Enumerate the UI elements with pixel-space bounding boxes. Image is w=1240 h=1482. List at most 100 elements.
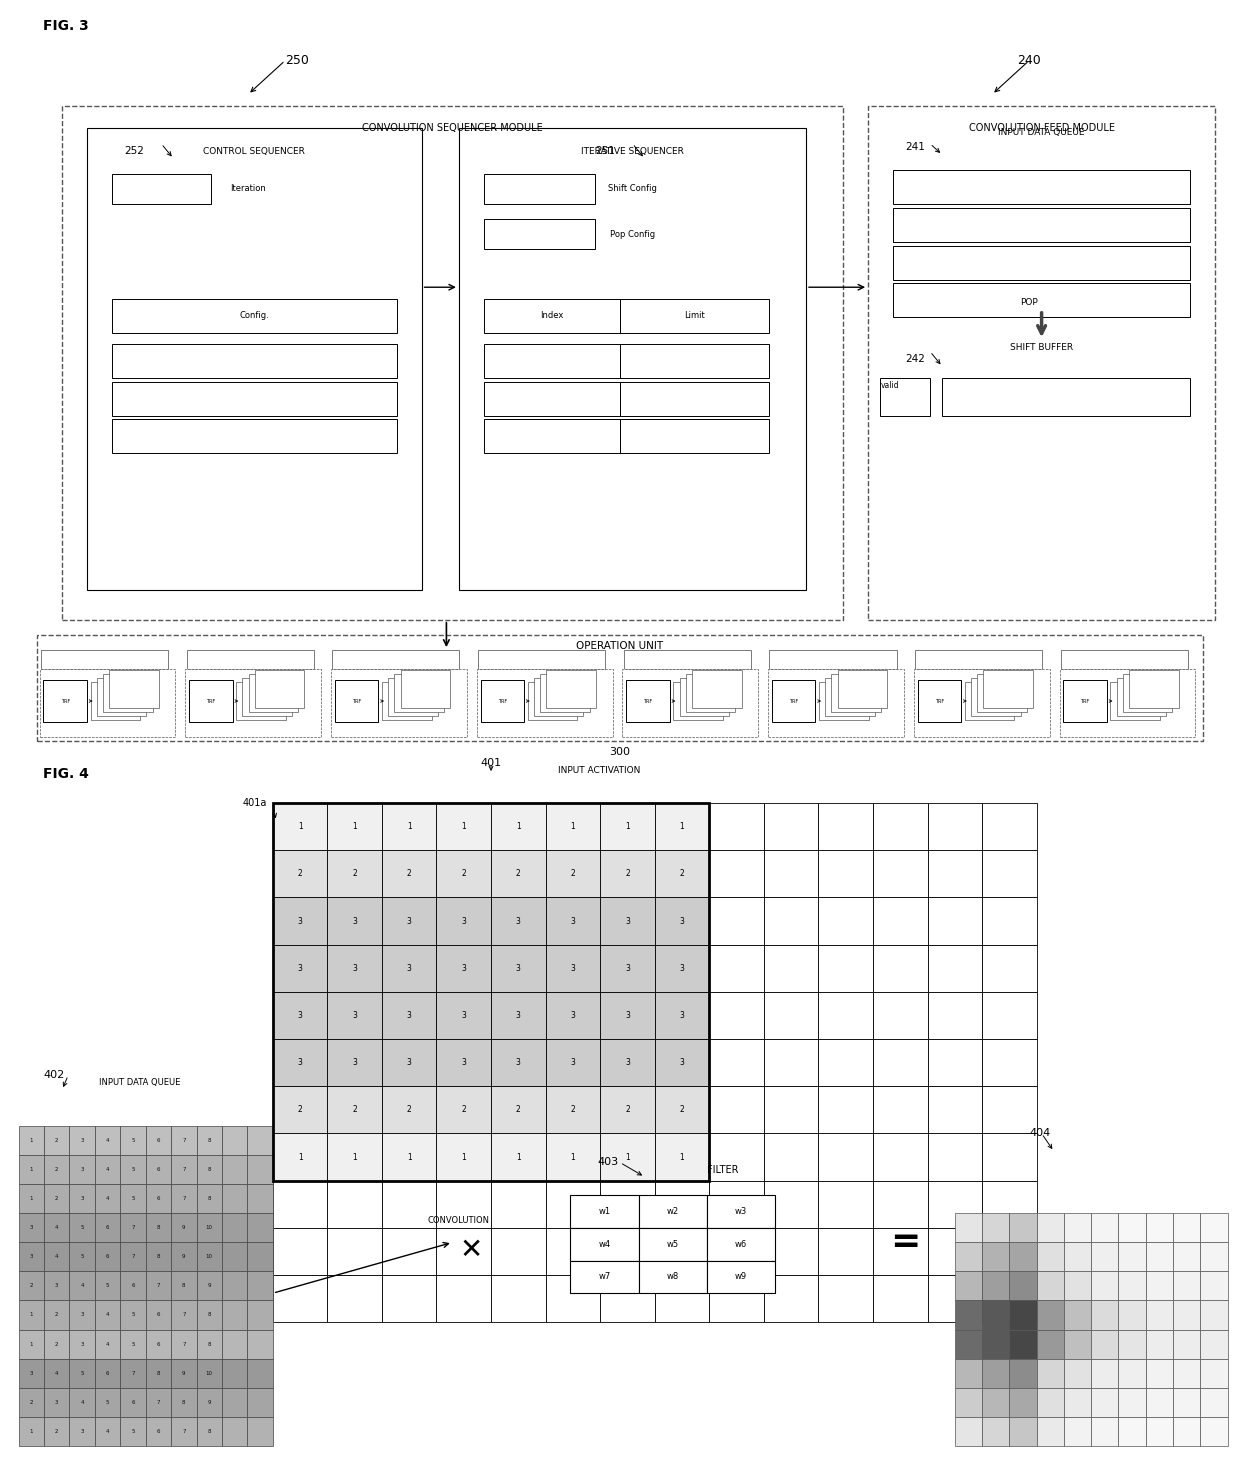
FancyBboxPatch shape <box>1200 1214 1228 1242</box>
Text: 10: 10 <box>206 1371 213 1375</box>
FancyBboxPatch shape <box>1128 670 1178 708</box>
FancyBboxPatch shape <box>222 1156 247 1184</box>
Text: 2: 2 <box>55 1429 58 1433</box>
FancyBboxPatch shape <box>171 1126 196 1156</box>
FancyBboxPatch shape <box>1009 1329 1037 1359</box>
FancyBboxPatch shape <box>965 682 1014 720</box>
FancyBboxPatch shape <box>680 677 729 716</box>
Text: 7: 7 <box>182 1196 186 1202</box>
Text: 4: 4 <box>105 1138 109 1143</box>
FancyBboxPatch shape <box>570 1261 639 1294</box>
Text: Index: Index <box>541 311 563 320</box>
FancyBboxPatch shape <box>639 1194 707 1227</box>
FancyBboxPatch shape <box>45 1242 69 1272</box>
FancyBboxPatch shape <box>818 1275 873 1322</box>
Text: 3: 3 <box>81 1196 84 1202</box>
Text: 3: 3 <box>81 1313 84 1317</box>
FancyBboxPatch shape <box>69 1329 94 1359</box>
FancyBboxPatch shape <box>491 1134 546 1181</box>
Text: 2: 2 <box>55 1313 58 1317</box>
FancyBboxPatch shape <box>692 670 742 708</box>
Text: 1: 1 <box>461 823 466 831</box>
FancyBboxPatch shape <box>103 674 153 711</box>
FancyBboxPatch shape <box>982 1086 1037 1134</box>
Text: 3: 3 <box>407 963 412 972</box>
FancyBboxPatch shape <box>171 1214 196 1242</box>
FancyBboxPatch shape <box>982 1214 1009 1242</box>
FancyBboxPatch shape <box>247 1242 273 1272</box>
FancyBboxPatch shape <box>222 1329 247 1359</box>
FancyBboxPatch shape <box>1009 1214 1037 1242</box>
FancyBboxPatch shape <box>818 803 873 851</box>
FancyBboxPatch shape <box>222 1242 247 1272</box>
FancyBboxPatch shape <box>873 991 928 1039</box>
Text: 7: 7 <box>131 1254 135 1260</box>
FancyBboxPatch shape <box>171 1329 196 1359</box>
Text: 3: 3 <box>298 1011 303 1020</box>
FancyBboxPatch shape <box>600 1039 655 1086</box>
FancyBboxPatch shape <box>327 898 382 944</box>
FancyBboxPatch shape <box>1173 1272 1200 1301</box>
FancyBboxPatch shape <box>1200 1272 1228 1301</box>
FancyBboxPatch shape <box>69 1156 94 1184</box>
FancyBboxPatch shape <box>955 1417 982 1446</box>
Text: 8: 8 <box>207 1313 211 1317</box>
Text: 3: 3 <box>461 1058 466 1067</box>
FancyBboxPatch shape <box>873 1227 928 1275</box>
FancyBboxPatch shape <box>94 1184 120 1214</box>
FancyBboxPatch shape <box>982 1134 1037 1181</box>
FancyBboxPatch shape <box>19 1184 45 1214</box>
Text: 2: 2 <box>625 1106 630 1114</box>
FancyBboxPatch shape <box>873 1086 928 1134</box>
Text: FILTER: FILTER <box>707 1165 738 1175</box>
Text: 1: 1 <box>407 823 412 831</box>
FancyBboxPatch shape <box>19 1126 45 1156</box>
Text: OPERATION UNIT: OPERATION UNIT <box>577 642 663 651</box>
FancyBboxPatch shape <box>171 1156 196 1184</box>
Text: 2: 2 <box>352 870 357 879</box>
Text: 2: 2 <box>55 1168 58 1172</box>
FancyBboxPatch shape <box>436 851 491 898</box>
Text: 8: 8 <box>156 1254 160 1260</box>
FancyBboxPatch shape <box>1118 1242 1146 1272</box>
FancyBboxPatch shape <box>484 298 620 332</box>
FancyBboxPatch shape <box>655 1181 709 1227</box>
FancyBboxPatch shape <box>655 1227 709 1275</box>
Text: Limit: Limit <box>684 311 704 320</box>
Text: 3: 3 <box>625 916 630 926</box>
Text: Pop Config: Pop Config <box>610 230 655 239</box>
FancyBboxPatch shape <box>40 668 176 737</box>
Text: 3: 3 <box>461 1011 466 1020</box>
FancyBboxPatch shape <box>222 1126 247 1156</box>
FancyBboxPatch shape <box>831 674 880 711</box>
Text: 3: 3 <box>81 1341 84 1347</box>
FancyBboxPatch shape <box>655 944 709 991</box>
FancyBboxPatch shape <box>327 803 382 851</box>
FancyBboxPatch shape <box>273 1275 327 1322</box>
Text: 8: 8 <box>156 1226 160 1230</box>
FancyBboxPatch shape <box>196 1126 222 1156</box>
FancyBboxPatch shape <box>764 1039 818 1086</box>
FancyBboxPatch shape <box>112 382 397 416</box>
FancyBboxPatch shape <box>620 419 769 453</box>
FancyBboxPatch shape <box>69 1242 94 1272</box>
FancyBboxPatch shape <box>818 682 868 720</box>
FancyBboxPatch shape <box>928 1275 982 1322</box>
FancyBboxPatch shape <box>673 682 723 720</box>
Text: 1: 1 <box>30 1196 33 1202</box>
FancyBboxPatch shape <box>873 1275 928 1322</box>
FancyBboxPatch shape <box>1146 1242 1173 1272</box>
FancyBboxPatch shape <box>982 1359 1009 1387</box>
FancyBboxPatch shape <box>982 1301 1009 1329</box>
Text: 403: 403 <box>596 1157 619 1168</box>
FancyBboxPatch shape <box>764 1275 818 1322</box>
Text: valid: valid <box>880 381 899 390</box>
FancyBboxPatch shape <box>120 1184 146 1214</box>
FancyBboxPatch shape <box>94 1214 120 1242</box>
Text: 2: 2 <box>55 1196 58 1202</box>
FancyBboxPatch shape <box>45 1329 69 1359</box>
Text: 3: 3 <box>55 1283 58 1288</box>
FancyBboxPatch shape <box>818 1039 873 1086</box>
FancyBboxPatch shape <box>94 1301 120 1329</box>
FancyBboxPatch shape <box>928 803 982 851</box>
